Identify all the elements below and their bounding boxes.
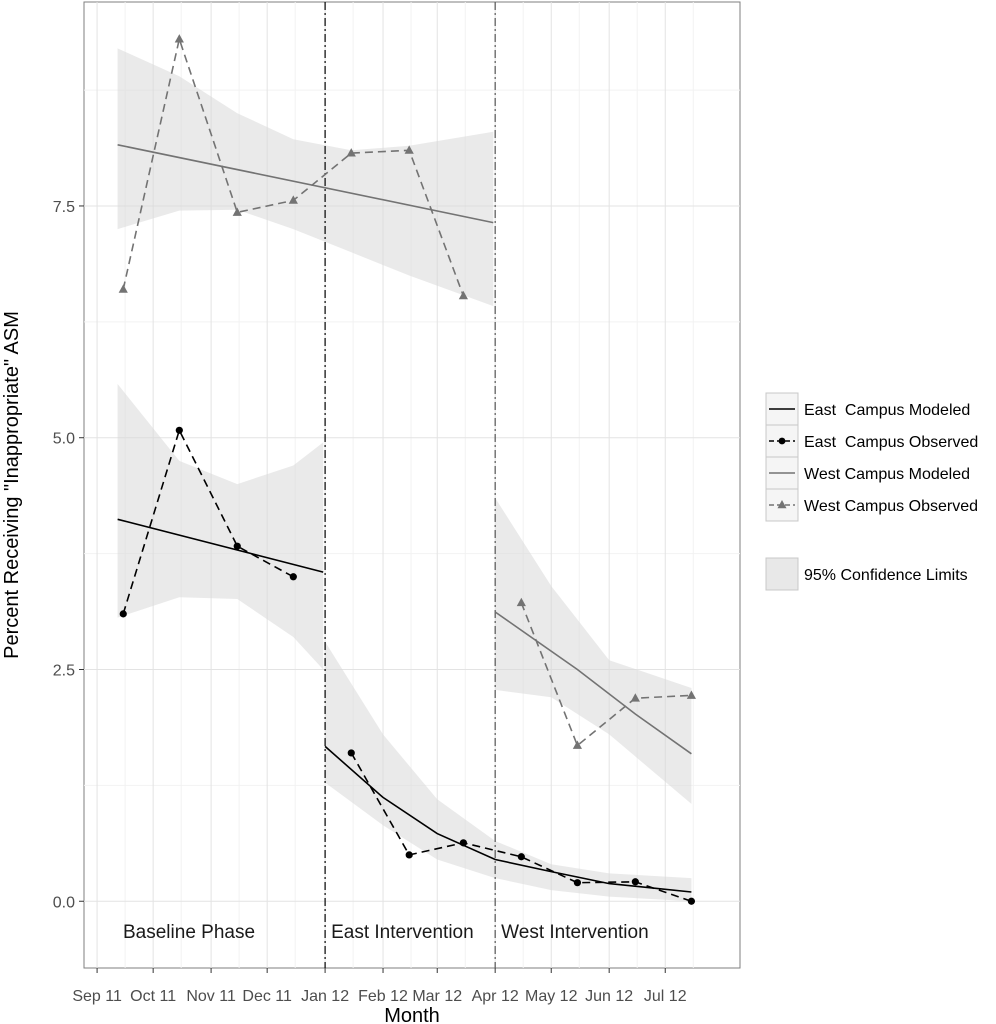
data-point (347, 749, 355, 757)
x-tick-label: Mar 12 (412, 988, 462, 1005)
x-axis-title: Month (384, 1005, 440, 1024)
data-point (516, 597, 526, 607)
data-point (174, 34, 184, 43)
x-tick-label: Dec 11 (242, 988, 292, 1005)
data-point (458, 290, 468, 300)
confidence-band (117, 48, 494, 307)
data-point (404, 145, 414, 154)
x-tick-label: May 12 (525, 988, 578, 1005)
data-point (119, 610, 127, 618)
y-tick-label: 5.0 (53, 431, 75, 448)
phase-label: East Intervention (331, 922, 474, 943)
data-point (573, 879, 582, 887)
data-point (572, 740, 583, 749)
legend: East Campus Modeled East Campus Observed W… (765, 392, 978, 591)
confidence-band (117, 384, 324, 670)
legend-label: West Campus Modeled (804, 466, 970, 483)
data-point (517, 853, 525, 861)
x-tick-label: Jan 12 (301, 988, 349, 1005)
y-tick-label: 2.5 (53, 662, 75, 679)
x-tick-label: Jul 12 (644, 988, 687, 1005)
data-point (630, 693, 640, 702)
data-point (687, 897, 696, 905)
x-tick-label: Sep 11 (72, 988, 122, 1005)
data-point (233, 542, 241, 550)
confidence-band (325, 641, 692, 902)
y-axis-title: Percent Receiving "Inappropriate" ASM (1, 311, 23, 659)
x-tick-label: Apr 12 (472, 988, 519, 1005)
legend-ci-label: 95% Confidence Limits (804, 567, 968, 584)
y-tick-label: 7.5 (53, 199, 75, 216)
data-point (232, 207, 242, 216)
phase-label: Baseline Phase (123, 922, 255, 943)
x-tick-label: Jun 12 (585, 988, 633, 1005)
modeled-line (117, 518, 324, 573)
legend-label: East Campus Observed (804, 434, 978, 451)
x-tick-label: Oct 11 (130, 988, 176, 1005)
legend-label: West Campus Observed (804, 498, 978, 515)
legend-label: East Campus Modeled (804, 402, 970, 419)
x-tick-label: Nov 11 (186, 988, 236, 1005)
data-point (288, 195, 298, 204)
observed-line (122, 428, 294, 615)
modeled-line (324, 745, 692, 893)
data-point (289, 573, 297, 581)
data-point (118, 284, 128, 293)
data-point (459, 839, 467, 847)
data-point (175, 426, 183, 434)
data-point (346, 148, 356, 157)
legend-ci-key (765, 557, 799, 591)
legend-marker (778, 437, 786, 445)
legend-marker (777, 500, 787, 509)
data-point (405, 851, 413, 859)
confidence-band (495, 498, 692, 804)
phase-label: West Intervention (501, 922, 649, 943)
y-tick-label: 0.0 (53, 894, 75, 911)
x-tick-label: Feb 12 (358, 988, 408, 1005)
data-point (631, 878, 639, 886)
data-point (686, 690, 697, 699)
